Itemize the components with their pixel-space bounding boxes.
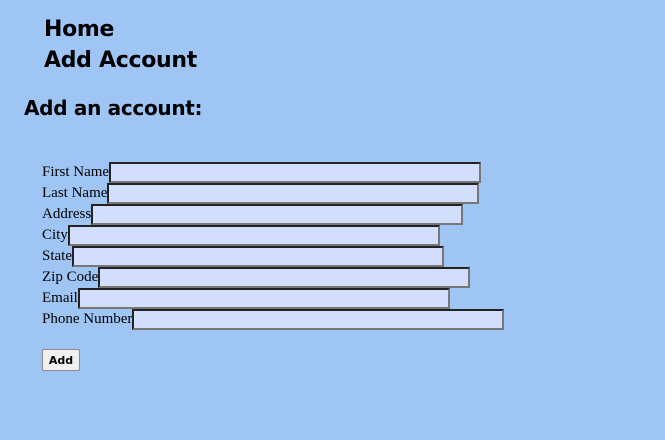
- address-row: Address: [42, 204, 504, 225]
- page-title: Add an account:: [24, 96, 203, 120]
- zip-code-input[interactable]: [98, 267, 471, 288]
- state-row: State: [42, 246, 504, 267]
- home-link[interactable]: Home: [44, 17, 115, 42]
- first-name-input[interactable]: [109, 162, 482, 183]
- nav-menu: Home Add Account: [44, 14, 197, 76]
- last-name-label: Last Name: [42, 185, 108, 201]
- phone-number-row: Phone Number: [42, 309, 505, 330]
- add-button[interactable]: Add: [42, 349, 80, 371]
- last-name-input[interactable]: [107, 183, 480, 204]
- phone-number-input[interactable]: [132, 309, 505, 330]
- first-name-label: First Name: [42, 164, 110, 180]
- email-input[interactable]: [77, 288, 450, 309]
- city-row: City: [42, 225, 504, 246]
- city-input[interactable]: [67, 225, 440, 246]
- email-row: Email: [42, 288, 504, 309]
- last-name-row: Last Name: [42, 183, 504, 204]
- state-input[interactable]: [72, 246, 444, 267]
- city-label: City: [42, 227, 68, 243]
- add-account-form: First Name Last Name Address City State …: [42, 162, 505, 330]
- add-account-link[interactable]: Add Account: [44, 48, 197, 73]
- zip-code-row: Zip Code: [42, 267, 504, 288]
- nav-item-home: Home: [44, 14, 197, 45]
- email-label: Email: [42, 290, 78, 306]
- nav-item-add-account: Add Account: [44, 45, 197, 76]
- state-label: State: [42, 248, 72, 264]
- first-name-row: First Name: [42, 162, 504, 183]
- address-input[interactable]: [91, 204, 464, 225]
- address-label: Address: [42, 206, 92, 222]
- zip-code-label: Zip Code: [42, 269, 99, 285]
- phone-number-label: Phone Number: [42, 311, 133, 327]
